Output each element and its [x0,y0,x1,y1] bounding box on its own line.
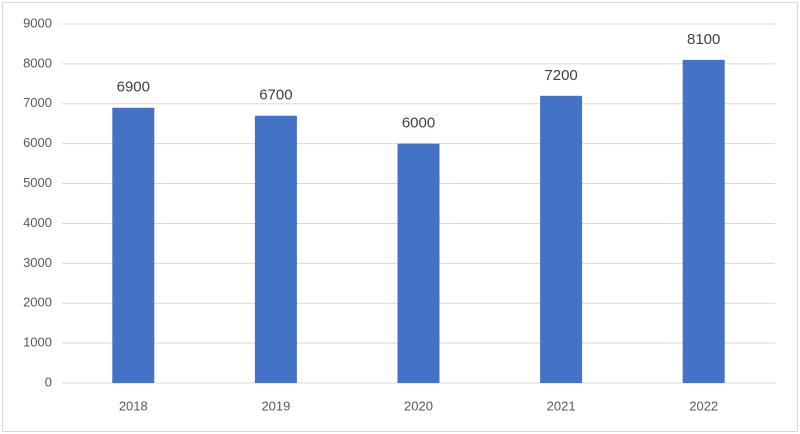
y-tick-label: 8000 [23,55,52,70]
bar [397,143,440,383]
y-tick-label: 0 [45,374,52,389]
bar [112,107,155,384]
data-label: 7200 [544,67,577,84]
x-tick-label: 2022 [689,398,718,413]
data-label: 6700 [259,87,292,104]
bar [254,115,297,383]
y-tick-label: 2000 [23,295,52,310]
y-tick-label: 9000 [23,15,52,30]
y-tick-label: 3000 [23,255,52,270]
data-label: 6900 [117,79,150,96]
bar [540,95,583,384]
bar [682,59,725,384]
x-tick-label: 2018 [119,398,148,413]
data-label: 6000 [402,115,435,132]
y-tick-label: 7000 [23,95,52,110]
data-label: 8100 [687,31,720,48]
y-tick-label: 5000 [23,175,52,190]
y-tick-label: 4000 [23,215,52,230]
y-tick-label: 1000 [23,335,52,350]
x-tick-label: 2020 [404,398,433,413]
y-tick-label: 6000 [23,135,52,150]
x-tick-label: 2021 [547,398,576,413]
x-tick-label: 2019 [261,398,290,413]
